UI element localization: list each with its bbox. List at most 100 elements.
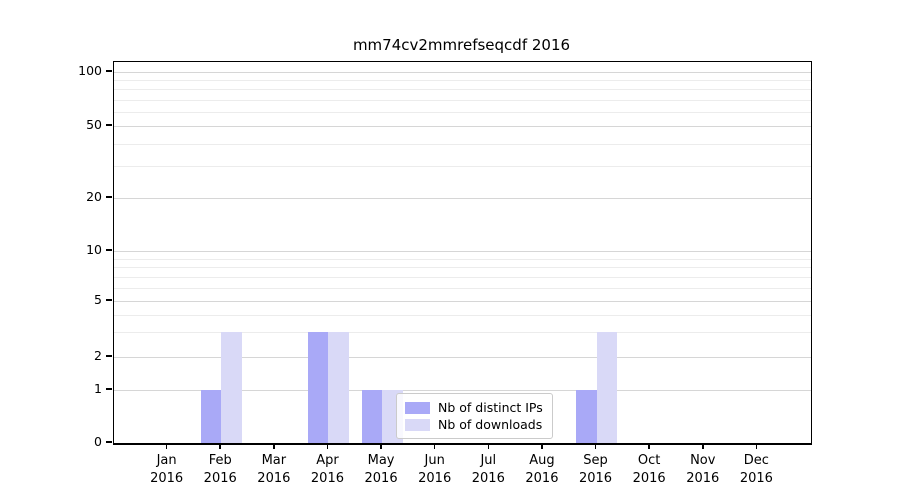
bar-downloads-sep [596,332,618,443]
x-tick-month: Feb [208,453,232,468]
x-tick-year: 2016 [310,471,344,486]
x-tick-label-aug: Aug 2016 [512,452,572,488]
y-tick-mark-50 [106,124,112,126]
x-tick-label-sep: Sep 2016 [566,452,626,488]
x-tick-year: 2016 [578,471,613,486]
x-tick-mark-apr [326,444,329,449]
legend-item-distinct-ips: Nb of distinct IPs [405,399,543,416]
x-tick-month: May [367,453,395,468]
x-tick-year: 2016 [150,471,184,486]
x-tick-mark-dec [755,444,758,449]
gridline-minor-70 [114,99,811,101]
y-tick-label-0: 0 [94,434,102,449]
legend-item-downloads: Nb of downloads [405,416,543,433]
x-tick-year: 2016 [364,471,398,486]
x-tick-mark-sep [594,444,597,449]
x-tick-month: Jan [156,453,177,468]
bar-ips-sep [576,390,597,443]
x-tick-year: 2016 [632,471,666,486]
gridline-minor-6 [114,287,811,289]
x-tick-label-nov: Nov 2016 [673,452,733,488]
legend: Nb of distinct IPs Nb of downloads [396,393,553,439]
x-tick-mark-feb [219,444,221,449]
y-tick-mark-20 [106,196,112,198]
y-tick-label-5: 5 [94,292,102,307]
chart-title: mm74cv2mmrefseqcdf 2016 [352,36,571,54]
x-tick-label-mar: Mar 2016 [244,452,304,488]
gridline-minor-40 [114,143,811,145]
x-tick-year: 2016 [203,471,237,486]
x-tick-label-jul: Jul 2016 [458,452,518,488]
bar-ips-apr [307,332,329,443]
x-tick-month: Mar [261,453,287,468]
x-tick-label-feb: Feb 2016 [190,452,250,488]
x-tick-mark-nov [702,444,704,449]
gridline-minor-4 [114,314,811,316]
gridline-minor-8 [114,267,811,269]
gridline-major-2 [114,357,811,358]
gridline-minor-30 [114,166,811,168]
x-tick-month: Oct [637,453,661,468]
legend-swatch-distinct-ips-icon [405,401,430,414]
x-tick-mark-may [380,444,382,449]
x-tick-year: 2016 [471,471,505,486]
legend-swatch-downloads-icon [405,418,430,431]
legend-label-distinct-ips: Nb of distinct IPs [438,400,543,415]
x-tick-year: 2016 [418,471,452,486]
y-tick-label-1: 1 [94,381,102,396]
y-tick-mark-100 [106,70,112,72]
y-tick-mark-10 [106,249,112,251]
x-tick-label-dec: Dec 2016 [726,452,786,488]
y-tick-label-10: 10 [86,242,102,257]
y-tick-label-50: 50 [86,117,102,132]
x-tick-label-apr: Apr 2016 [297,452,357,488]
gridline-minor-60 [114,111,811,113]
gridline-major-100 [114,72,811,73]
x-tick-month: Aug [529,453,555,468]
gridline-major-50 [114,126,811,127]
gridline-major-5 [114,301,811,302]
x-tick-year: 2016 [525,471,559,486]
x-tick-label-jan: Jan 2016 [137,452,197,488]
x-tick-year: 2016 [686,471,720,486]
x-tick-label-jun: Jun 2016 [405,452,465,488]
bar-ips-may [361,390,383,443]
y-tick-label-100: 100 [78,63,102,78]
x-tick-month: Jul [480,453,497,468]
x-tick-mark-jan [165,444,168,449]
y-tick-mark-5 [106,299,112,301]
gridline-minor-9 [114,258,811,260]
y-tick-label-20: 20 [86,189,102,204]
gridline-minor-80 [114,89,811,91]
y-tick-label-2: 2 [94,348,102,363]
x-tick-mark-jun [433,444,436,449]
bar-downloads-apr [328,332,349,443]
x-tick-mark-oct [648,444,650,449]
bar-ips-feb [200,390,222,443]
x-tick-month: Apr [316,453,339,468]
x-tick-mark-aug [541,444,543,449]
x-tick-label-may: May 2016 [351,452,411,488]
bar-downloads-feb [221,332,242,443]
x-tick-year: 2016 [739,471,773,486]
x-tick-month: Dec [743,453,769,468]
x-tick-month: Nov [690,453,716,468]
gridline-major-10 [114,251,811,252]
x-tick-mark-jul [487,444,490,449]
gridline-major-20 [114,198,811,199]
y-tick-mark-0 [106,441,112,443]
x-tick-month: Sep [583,453,608,468]
x-tick-month: Jun [424,453,445,468]
x-tick-mark-mar [273,444,275,449]
legend-label-downloads: Nb of downloads [438,417,543,432]
gridline-major-1 [114,390,811,391]
x-tick-year: 2016 [257,471,291,486]
y-tick-mark-2 [106,355,112,357]
gridline-minor-7 [114,276,811,278]
gridline-minor-3 [114,332,811,334]
y-tick-mark-1 [106,388,112,390]
gridline-minor-90 [114,80,811,82]
x-tick-label-oct: Oct 2016 [619,452,679,488]
plot-area [113,61,812,445]
